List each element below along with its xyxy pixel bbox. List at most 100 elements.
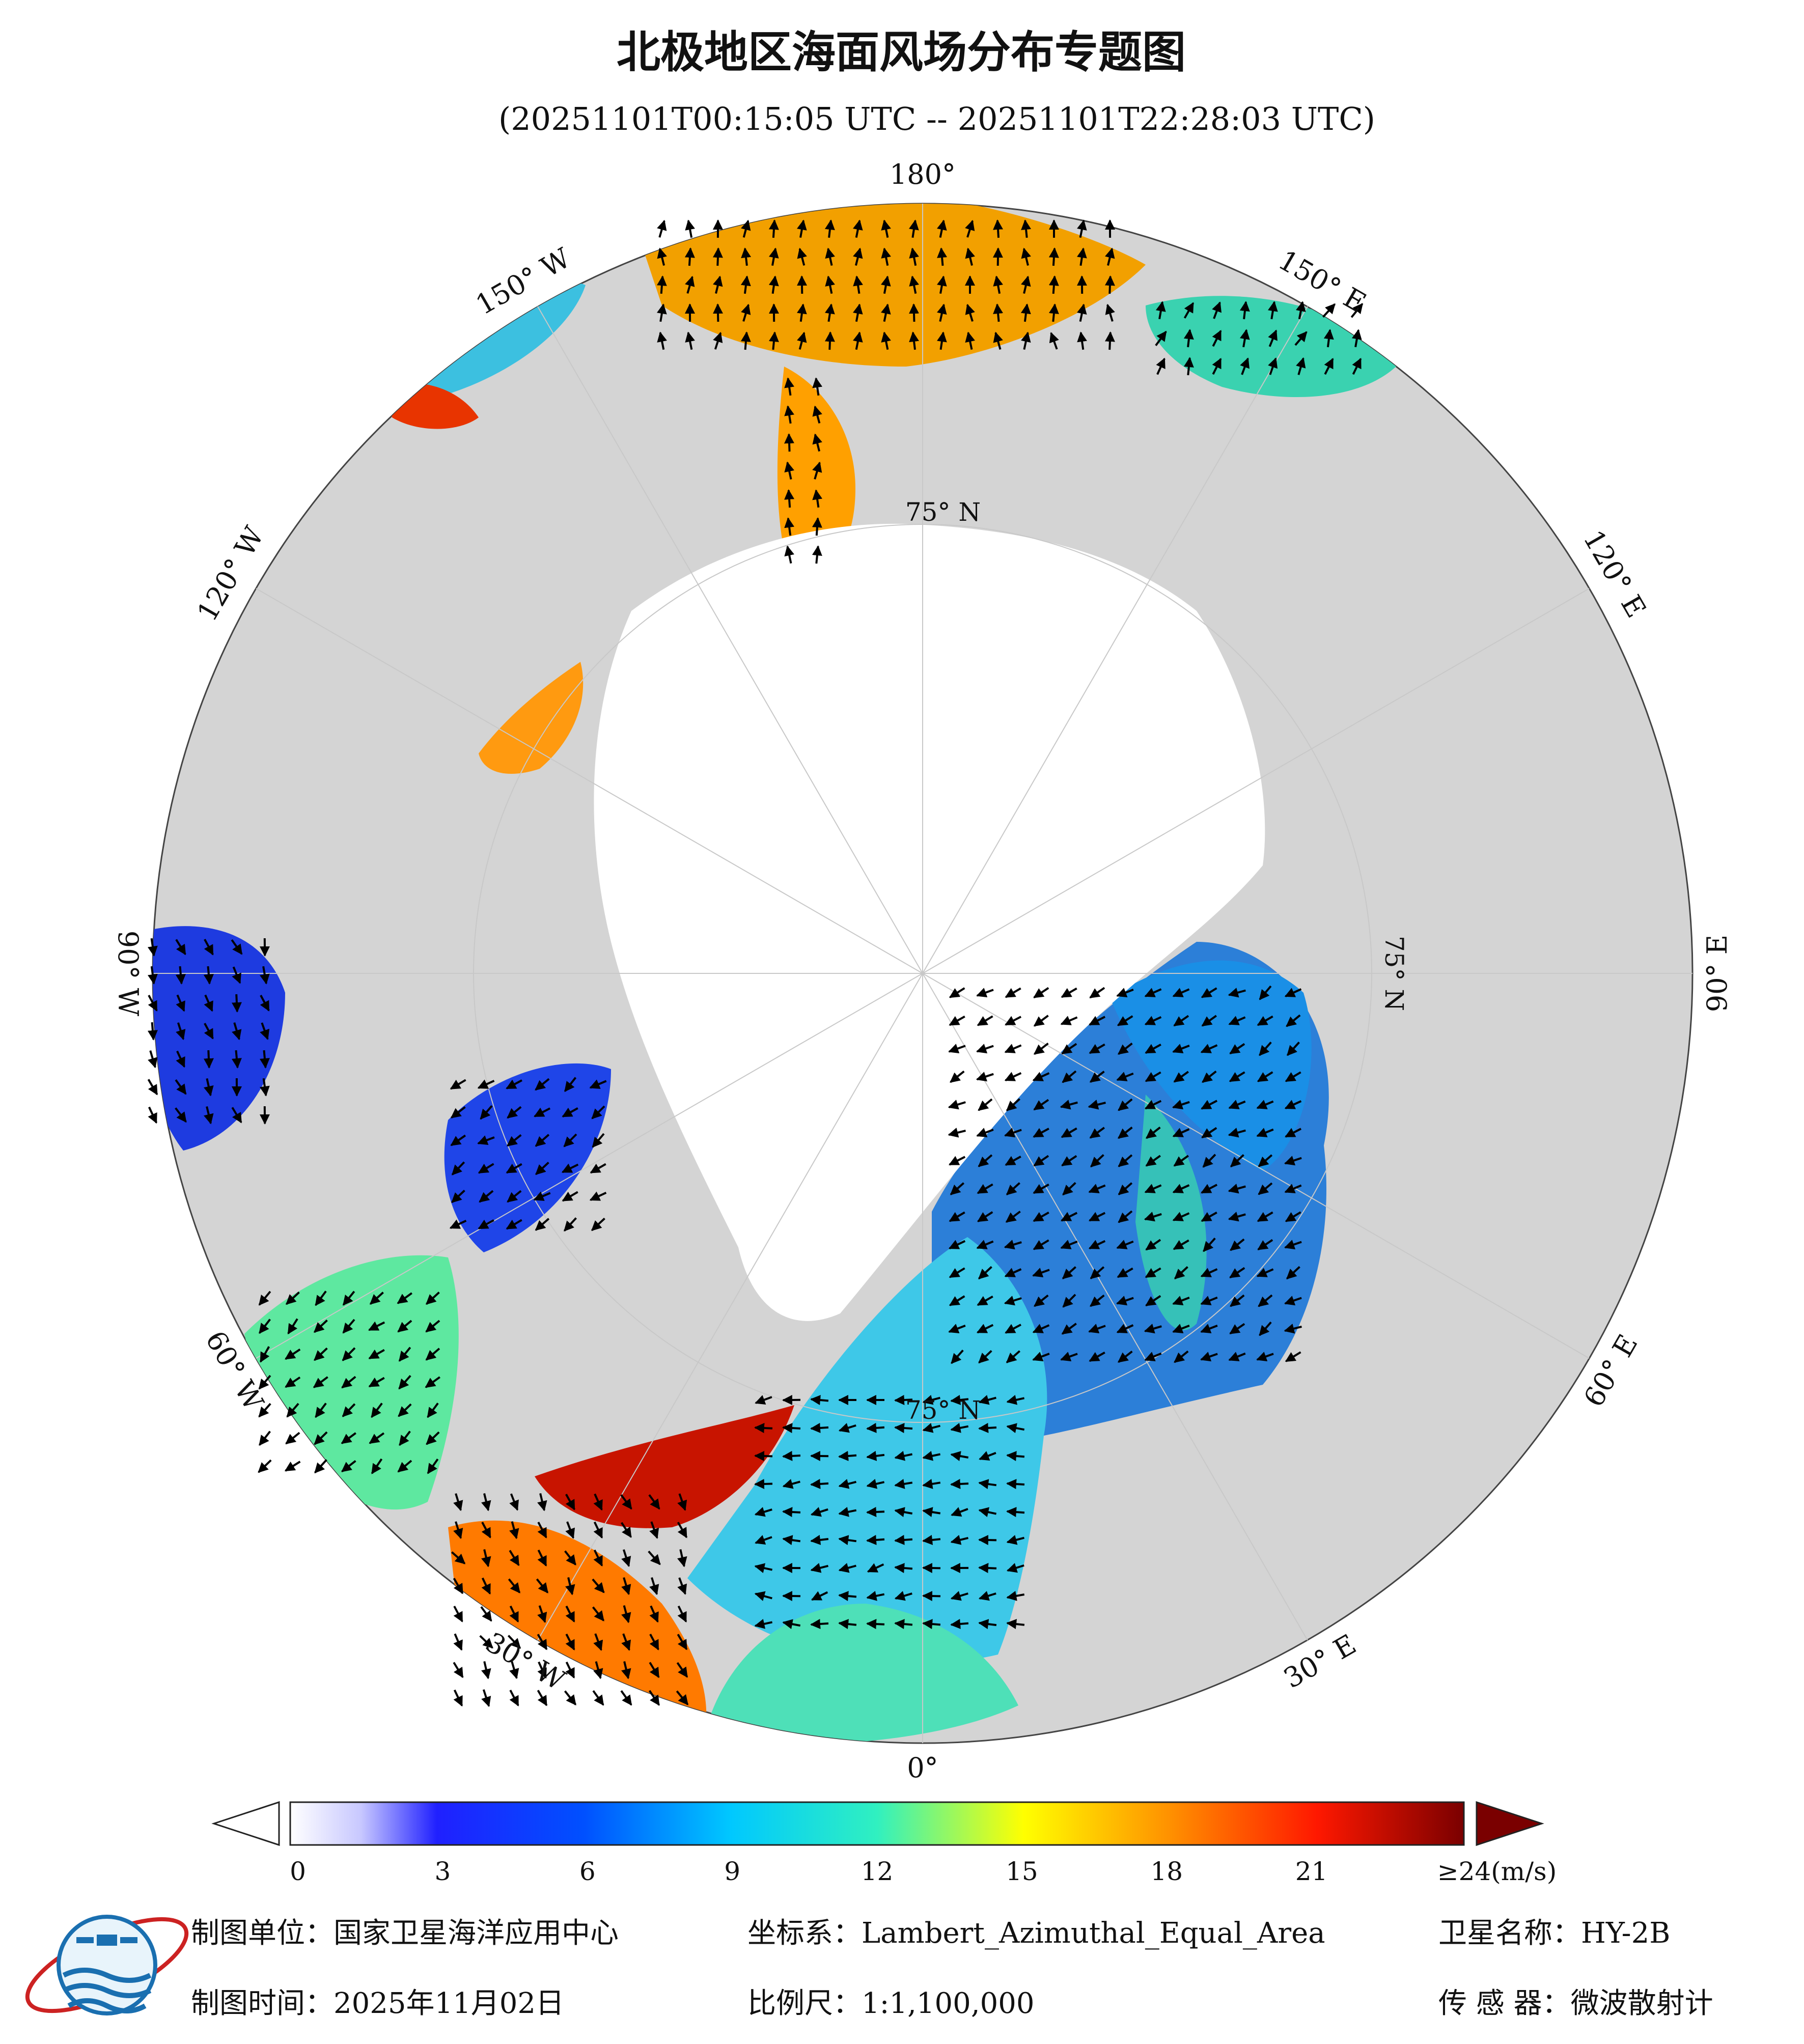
wind-arrow <box>259 1050 270 1069</box>
wind-arrow <box>977 1211 993 1222</box>
footer-satellite: 卫星名称：HY-2B <box>1438 1917 1671 1950</box>
wind-arrow <box>589 1079 607 1089</box>
wind-arrow <box>950 1394 969 1405</box>
wind-arrow <box>314 1319 328 1333</box>
wind-arrow <box>894 1619 913 1630</box>
wind-arrow <box>1006 1535 1025 1545</box>
wind-arrow <box>1116 1072 1134 1081</box>
wind-arrow <box>259 966 270 985</box>
wind-arrow <box>1005 987 1021 998</box>
wind-arrow <box>824 303 835 322</box>
wind-arrow <box>1228 988 1246 998</box>
wind-arrow <box>1033 1155 1049 1167</box>
wind-arrow <box>1201 1015 1217 1027</box>
wind-arrow <box>1104 331 1115 350</box>
wind-arrow <box>509 1521 519 1539</box>
wind-arrow <box>341 1432 356 1444</box>
wind-arrow <box>1284 988 1302 997</box>
wind-arrow <box>867 1563 884 1573</box>
wind-arrow <box>537 1634 548 1650</box>
wind-arrow <box>894 1451 913 1461</box>
wind-arrow <box>649 1577 659 1595</box>
wind-arrow <box>948 1240 966 1250</box>
wind-arrow <box>1230 1238 1245 1251</box>
wind-arrow <box>784 377 795 396</box>
wind-arrow <box>1144 1184 1162 1193</box>
wind-arrow <box>621 1633 631 1651</box>
wind-arrow <box>648 1690 660 1706</box>
wind-arrow <box>838 1619 857 1630</box>
wind-arrow <box>507 1106 522 1119</box>
wind-arrow <box>1006 1350 1021 1363</box>
wind-arrow <box>1284 1296 1302 1306</box>
map-title: 北极地区海面风场分布专题图 <box>617 26 1186 78</box>
wind-arrow <box>1173 1071 1189 1083</box>
wind-arrow <box>537 1521 547 1538</box>
wind-arrow <box>1229 1071 1245 1082</box>
wind-arrow <box>1020 303 1031 322</box>
wind-arrow <box>1089 1043 1105 1054</box>
wind-arrow <box>1257 1239 1273 1251</box>
wind-arrow <box>740 331 751 350</box>
footer-crs: 坐标系：Lambert_Azimuthal_Equal_Area <box>747 1917 1325 1950</box>
wind-arrow <box>535 1078 550 1091</box>
wind-arrow <box>976 1324 994 1334</box>
wind-arrow <box>1062 1294 1076 1308</box>
wind-arrow <box>754 1563 773 1573</box>
wind-arrow <box>797 331 807 350</box>
wind-arrow <box>657 219 667 238</box>
wind-arrow <box>1200 1044 1218 1053</box>
wind-arrow <box>677 1577 687 1595</box>
wind-arrow <box>922 1478 941 1489</box>
wind-arrow <box>796 219 807 238</box>
wind-arrow <box>1229 1043 1245 1055</box>
wind-arrow <box>812 377 823 396</box>
wind-arrow <box>1077 219 1087 238</box>
wind-arrow <box>965 247 975 266</box>
wind-arrow <box>453 1521 463 1539</box>
wind-arrow <box>259 1078 270 1097</box>
wind-arrow <box>287 1318 298 1335</box>
wind-arrow <box>713 331 723 350</box>
wind-arrow <box>853 219 863 238</box>
wind-arrow <box>951 1507 968 1517</box>
wind-arrow <box>810 1618 829 1629</box>
wind-arrow <box>1006 1590 1025 1601</box>
wind-arrow <box>259 1431 271 1446</box>
wind-arrow <box>1116 1296 1134 1306</box>
wind-arrow <box>656 303 667 322</box>
wind-arrow <box>507 1190 522 1203</box>
wind-arrow <box>453 1689 463 1707</box>
wind-arrow <box>838 1479 856 1489</box>
wind-arrow <box>477 1135 495 1145</box>
wind-arrow <box>909 247 920 266</box>
wind-arrow <box>993 275 1004 294</box>
wind-arrow <box>649 1605 659 1623</box>
wind-arrow <box>1089 1071 1105 1083</box>
wind-arrow <box>451 1189 465 1203</box>
wind-arrow <box>1284 1156 1302 1166</box>
wind-arrow <box>712 247 723 266</box>
wind-arrow <box>1324 358 1334 375</box>
wind-arrow <box>909 275 919 294</box>
wind-arrow <box>676 1662 688 1678</box>
wind-arrow <box>1155 330 1167 346</box>
wind-arrow <box>657 247 667 266</box>
wind-arrow <box>425 1376 440 1388</box>
wind-arrow <box>565 1633 575 1650</box>
wind-arrow <box>509 1605 519 1623</box>
wind-arrow <box>649 1521 659 1539</box>
wind-arrow <box>1021 275 1031 294</box>
wind-arrow <box>768 275 779 294</box>
wind-arrow <box>1285 1128 1302 1138</box>
wind-arrow <box>453 1578 464 1594</box>
longitude-label-3: 90° E <box>1701 935 1733 1012</box>
wind-arrow <box>949 1156 966 1166</box>
wind-arrow <box>1089 987 1105 999</box>
wind-arrow <box>1201 1100 1218 1110</box>
colorbar-tick-5: 15 <box>1006 1857 1038 1886</box>
wind-arrow <box>648 1494 660 1510</box>
wind-arrow <box>1105 247 1115 266</box>
wind-arrow <box>950 1070 965 1083</box>
footer-sensor: 传 感 器：微波散射计 <box>1438 1987 1713 2020</box>
